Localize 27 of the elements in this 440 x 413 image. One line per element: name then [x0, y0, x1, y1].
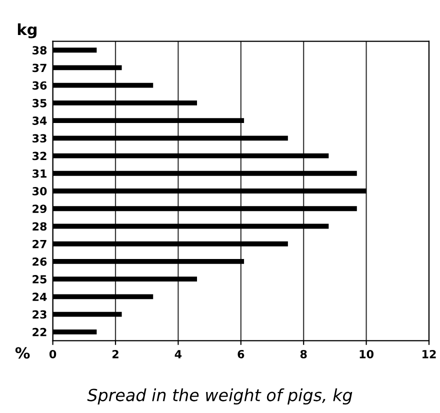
x-tick-label: 4 — [174, 350, 182, 358]
y-tick-label: 26 — [32, 257, 47, 266]
y-tick-label: 25 — [32, 275, 46, 284]
x-tick-label: 8 — [300, 350, 307, 358]
y-tick-label: 31 — [32, 169, 46, 178]
y-tick-label: 34 — [32, 116, 47, 125]
y-tick-label: 27 — [32, 240, 46, 248]
y-tick-label: 37 — [32, 64, 46, 72]
y-tick-label: 38 — [32, 46, 47, 54]
y-tick-label: 24 — [32, 292, 47, 301]
y-tick-label: 32 — [32, 152, 46, 160]
x-tick-label: 10 — [360, 350, 374, 358]
y-axis-title: kg — [18, 23, 36, 38]
y-tick-label: 36 — [32, 81, 47, 90]
x-tick-label: 12 — [422, 350, 436, 358]
y-tick-label: 33 — [32, 134, 46, 143]
y-tick-label: 30 — [32, 186, 47, 196]
y-tick-label: 23 — [32, 310, 46, 319]
y-tick-label: 28 — [32, 222, 47, 231]
x-axis-title: % — [15, 347, 30, 359]
y-tick-label: 35 — [32, 98, 46, 108]
x-tick-label: 2 — [112, 350, 118, 358]
x-tick-label: 0 — [49, 350, 56, 358]
x-tick-label: 6 — [238, 350, 244, 358]
text: Spread in the weight of pigs, kg — [87, 388, 352, 405]
y-tick-label: 29 — [32, 204, 47, 214]
y-tick-label: 22 — [32, 328, 46, 336]
